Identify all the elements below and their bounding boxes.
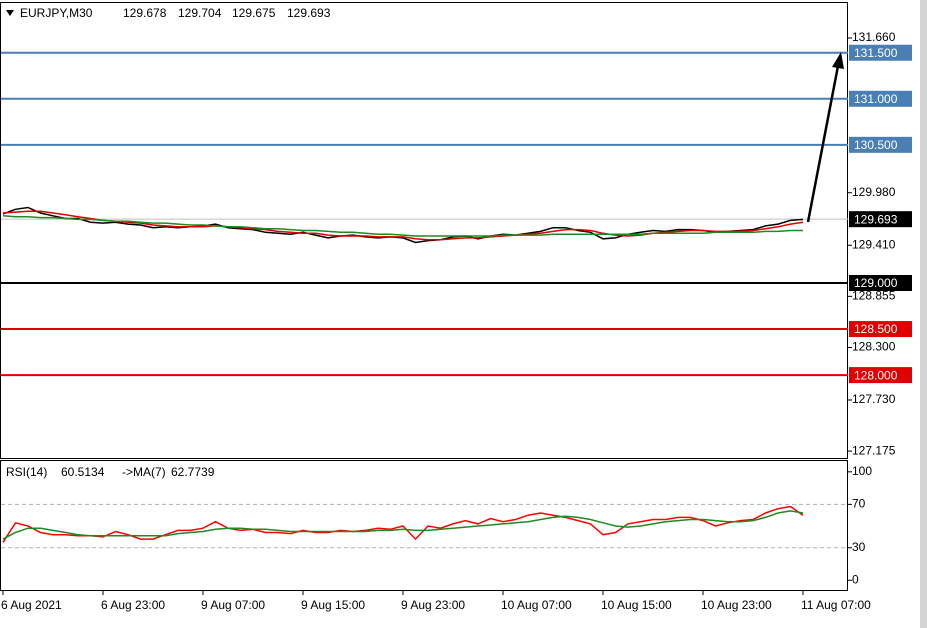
x-tick-label: 11 Aug 07:00 (801, 598, 871, 612)
y-tick-label: 131.660 (852, 30, 896, 44)
y-tick-label: 0 (852, 572, 859, 586)
level-box (849, 136, 912, 153)
y-tick-label: 100 (852, 464, 872, 478)
x-tick-label: 6 Aug 23:00 (101, 598, 165, 612)
y-tick-label: 127.175 (852, 443, 896, 457)
main-pane (0, 2, 848, 459)
series-line (2, 505, 804, 543)
low: 129.675 (232, 6, 276, 20)
y-tick-label: 70 (852, 497, 866, 511)
y-tick-label: 128.300 (852, 340, 896, 354)
y-tick-label: 127.730 (852, 392, 896, 406)
window-edge (920, 0, 927, 628)
y-tick-label: 129.980 (852, 185, 896, 199)
series-line (2, 510, 804, 540)
level-box (849, 321, 912, 338)
series-line (2, 206, 804, 244)
level-label: 131.000 (854, 92, 898, 106)
arrow-head (832, 52, 844, 69)
x-tick-label: 9 Aug 07:00 (201, 598, 265, 612)
level-box (849, 367, 912, 384)
high: 129.704 (178, 6, 222, 20)
symbol: EURJPY,M30 (20, 6, 93, 20)
rsi-title: RSI(14) (6, 465, 47, 479)
rsi-ma-value: 62.7739 (171, 465, 215, 479)
series-line (2, 215, 803, 237)
plot-layer: 131.660 129.980 129.410 128.855 128.300 127.7… (1, 30, 912, 612)
level-label: 129.000 (854, 276, 898, 290)
level-label: 128.000 (854, 368, 898, 382)
x-tick-label: 9 Aug 15:00 (301, 598, 365, 612)
x-tick-label: 9 Aug 23:00 (401, 598, 465, 612)
current-price-label: 129.693 (854, 212, 898, 226)
rsi-value: 60.5134 (61, 465, 105, 479)
x-tick-label: 10 Aug 15:00 (601, 598, 672, 612)
close: 129.693 (287, 6, 331, 20)
level-box (849, 44, 912, 61)
rsi-pane (0, 460, 848, 591)
y-tick-label: 129.410 (852, 237, 896, 251)
x-tick-label: 10 Aug 23:00 (701, 598, 772, 612)
menu-triangle[interactable] (6, 10, 14, 16)
y-tick-label: 128.855 (852, 289, 896, 303)
level-label: 128.500 (854, 322, 898, 336)
x-tick-label: 10 Aug 07:00 (501, 598, 572, 612)
rsi-ma-label: ->MA(7) (122, 465, 166, 479)
level-label: 130.500 (854, 138, 898, 152)
level-label: 131.500 (854, 46, 898, 60)
series-line (2, 210, 804, 241)
x-tick-label: 6 Aug 2021 (1, 598, 62, 612)
level-box (849, 275, 912, 291)
open: 129.678 (123, 6, 167, 20)
arrow-shaft (806, 65, 840, 223)
level-box (849, 90, 912, 107)
y-tick-label: 30 (852, 540, 866, 554)
current-price-box (849, 211, 912, 228)
